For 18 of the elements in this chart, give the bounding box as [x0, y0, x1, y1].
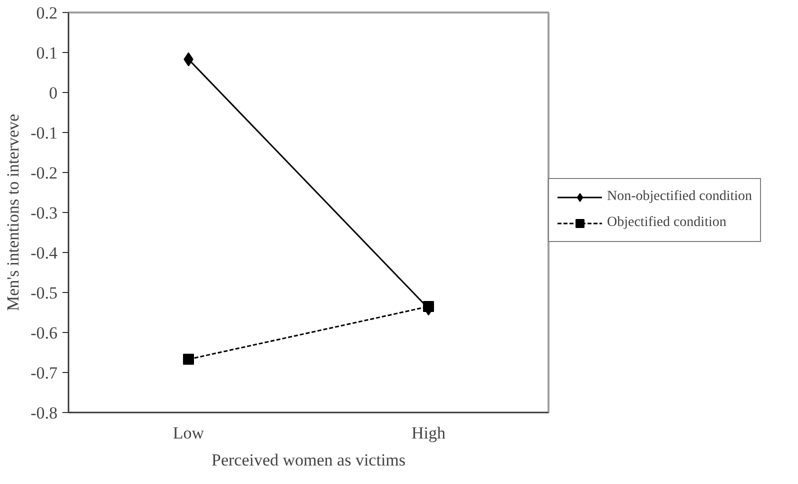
legend-label: Non-objectified condition — [607, 189, 752, 205]
y-tick-label: -0.8 — [30, 404, 58, 422]
point — [183, 354, 194, 365]
x-axis-title: Perceived women as victims — [211, 450, 406, 470]
y-tick-label: 0.1 — [36, 44, 58, 62]
y-tick-label: -0.4 — [30, 244, 58, 262]
y-tick-label: -0.7 — [30, 364, 58, 382]
y-tick-label: -0.5 — [30, 284, 58, 302]
y-tick-label: -0.2 — [30, 164, 58, 182]
y-tick-label: 0 — [49, 84, 58, 102]
x-tick-label: High — [412, 424, 446, 442]
y-tick-label: 0.2 — [36, 4, 58, 22]
y-axis-title: Men's intentions to interveve — [4, 114, 23, 312]
y-tick-label: -0.6 — [30, 324, 58, 342]
y-tick-label: -0.3 — [30, 204, 58, 222]
y-tick-label: -0.1 — [30, 124, 58, 142]
legend-label: Objectified condition — [607, 215, 726, 231]
x-tick-label: Low — [172, 424, 205, 442]
